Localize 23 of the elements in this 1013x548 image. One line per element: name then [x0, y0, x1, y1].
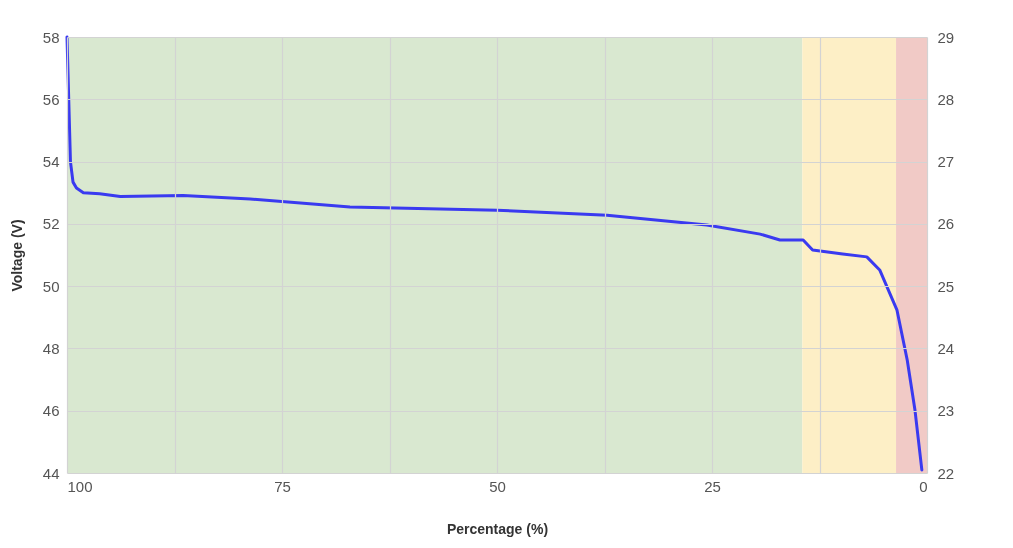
y-tick-label: 44 — [42, 464, 60, 482]
y-tick-label: 48 — [42, 339, 60, 357]
y-tick-label: 46 — [42, 402, 60, 420]
y2-tick-label: 26 — [937, 215, 955, 233]
x-tick-label: 100 — [67, 477, 93, 495]
y2-tick-label: 27 — [937, 153, 955, 171]
x-tick-label: 75 — [274, 477, 291, 495]
y2-tick-label: 23 — [937, 402, 955, 420]
y2-tick-label: 28 — [937, 90, 955, 108]
y2-tick-label: 25 — [937, 277, 955, 295]
y-tick-label: 58 — [42, 28, 60, 46]
x-tick-label: 0 — [919, 477, 928, 495]
x-tick-label: 50 — [489, 477, 506, 495]
x-axis-title: Percentage (%) — [446, 520, 549, 537]
y2-tick-label: 24 — [937, 339, 955, 357]
y2-tick-label: 22 — [937, 464, 955, 482]
y-tick-label: 50 — [42, 277, 60, 295]
y2-tick-label: 29 — [937, 28, 955, 46]
y-tick-label: 56 — [42, 90, 60, 108]
y-axis-title: Voltage (V) — [8, 219, 25, 292]
y-tick-label: 54 — [42, 153, 60, 171]
x-tick-label: 25 — [704, 477, 721, 495]
y-tick-label: 52 — [42, 215, 60, 233]
